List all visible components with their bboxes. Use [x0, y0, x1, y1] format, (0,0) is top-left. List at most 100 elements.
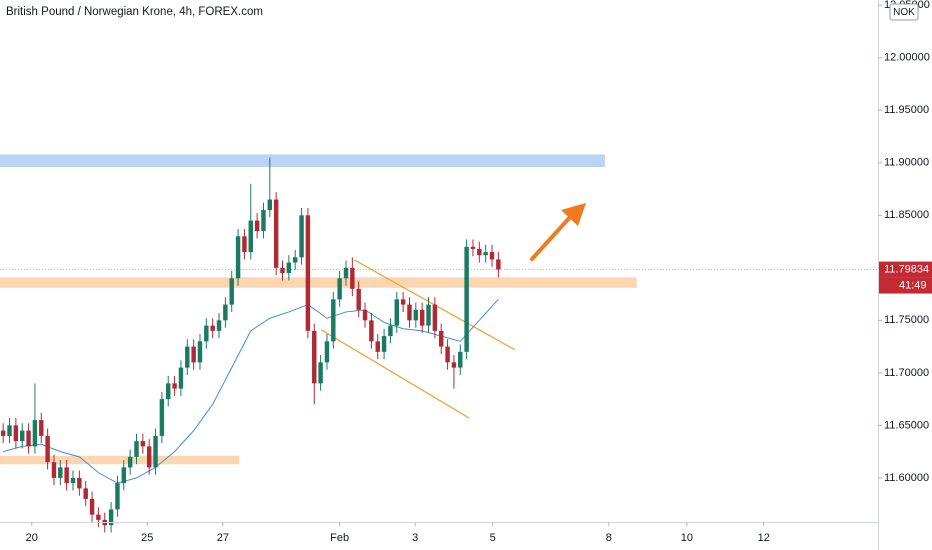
- arrow-head: [561, 203, 586, 226]
- candle-body: [140, 441, 146, 447]
- currency-badge: [889, 3, 919, 21]
- candle-body: [121, 467, 127, 484]
- x-tick-label: 3: [412, 532, 418, 544]
- candle-body: [267, 199, 273, 211]
- candle-body: [362, 309, 368, 321]
- countdown-label: 41:49: [899, 279, 927, 291]
- y-tick-label: 11.65000: [884, 419, 929, 431]
- candle-body: [343, 267, 349, 279]
- candle-body: [7, 425, 12, 436]
- candle-body: [337, 278, 342, 300]
- candle-body: [312, 330, 317, 384]
- candle-body: [89, 498, 95, 515]
- candle-body: [127, 456, 133, 468]
- candle-body: [292, 257, 298, 263]
- candle-body: [477, 248, 482, 256]
- candle-body: [496, 259, 501, 270]
- x-tick-label: Feb: [330, 532, 349, 544]
- candle-body: [70, 477, 76, 484]
- countdown-badge: [879, 277, 932, 294]
- candle-body: [153, 435, 158, 468]
- last-price-badge: [879, 261, 932, 278]
- y-tick-label: 11.70000: [884, 367, 929, 379]
- candle-body: [235, 236, 241, 279]
- x-tick-label: 12: [758, 532, 770, 544]
- arrow-shaft: [530, 213, 574, 261]
- y-tick-label: 11.60000: [884, 472, 929, 484]
- candle-body: [445, 346, 450, 363]
- moving-average: [3, 299, 499, 484]
- candle-body: [324, 341, 330, 363]
- candle-body: [273, 199, 279, 268]
- candle-body: [318, 362, 323, 384]
- candle-body: [242, 236, 247, 253]
- candle-body: [159, 399, 165, 436]
- y-tick-label: 12.00000: [884, 52, 930, 64]
- x-tick-label: 8: [606, 532, 612, 544]
- candle-body: [419, 309, 425, 326]
- plot-area: [0, 154, 637, 533]
- candle-body: [331, 299, 336, 342]
- candle-body: [280, 267, 285, 274]
- candle-body: [172, 383, 177, 389]
- price-zone: [0, 154, 606, 167]
- candle-body: [458, 351, 463, 368]
- candle-body: [51, 462, 57, 478]
- candle-body: [45, 435, 50, 463]
- x-tick-label: 5: [490, 532, 496, 544]
- candle-body: [185, 346, 190, 368]
- candle-body: [223, 304, 228, 321]
- price-zone: [0, 277, 637, 288]
- candle-body: [369, 320, 374, 342]
- candle-body: [489, 252, 495, 260]
- price-zone: [0, 455, 240, 465]
- y-tick-label: 11.85000: [884, 209, 929, 221]
- forecast-arrow: [530, 203, 586, 261]
- candle-body: [400, 299, 406, 305]
- candle-body: [299, 215, 304, 258]
- candle-body: [210, 325, 215, 331]
- y-tick-label: 11.90000: [884, 157, 929, 169]
- x-tick-label: 10: [681, 532, 693, 544]
- candle-body: [96, 514, 101, 520]
- candle-body: [305, 215, 311, 331]
- candle-body: [261, 210, 266, 232]
- currency-label: NOK: [893, 7, 915, 18]
- candle-body: [451, 362, 457, 368]
- candle-body: [26, 430, 31, 447]
- candle-body: [134, 441, 139, 457]
- candle-body: [356, 288, 361, 310]
- candle-body: [39, 420, 44, 436]
- channel-line: [320, 329, 470, 419]
- y-tick-label: 11.95000: [884, 104, 929, 116]
- x-tick-label: 20: [26, 532, 38, 544]
- candle-body: [286, 262, 292, 274]
- candle-body: [115, 483, 120, 510]
- candle-body: [483, 252, 488, 256]
- last-price-label: 11.79834: [884, 263, 929, 275]
- candle-body: [254, 220, 260, 232]
- candle-body: [178, 367, 184, 389]
- candle-body: [439, 330, 444, 347]
- candle-body: [83, 488, 88, 499]
- candle-body: [464, 246, 469, 352]
- candle-body: [32, 420, 38, 447]
- candle-body: [197, 341, 203, 363]
- candle-body: [166, 383, 171, 400]
- candle-body: [350, 267, 355, 289]
- candle-body: [388, 325, 393, 337]
- candle-body: [64, 467, 69, 484]
- candle-body: [426, 304, 431, 326]
- y-tick-label: 11.75000: [884, 314, 929, 326]
- candle-body: [229, 278, 234, 305]
- candle-body: [381, 336, 387, 352]
- candle-body: [77, 477, 82, 489]
- candle-body: [432, 304, 438, 331]
- candle-body: [204, 325, 209, 342]
- candle-body: [413, 309, 419, 321]
- candle-body: [407, 304, 412, 321]
- candle-body: [375, 341, 380, 352]
- candle-body: [13, 425, 19, 442]
